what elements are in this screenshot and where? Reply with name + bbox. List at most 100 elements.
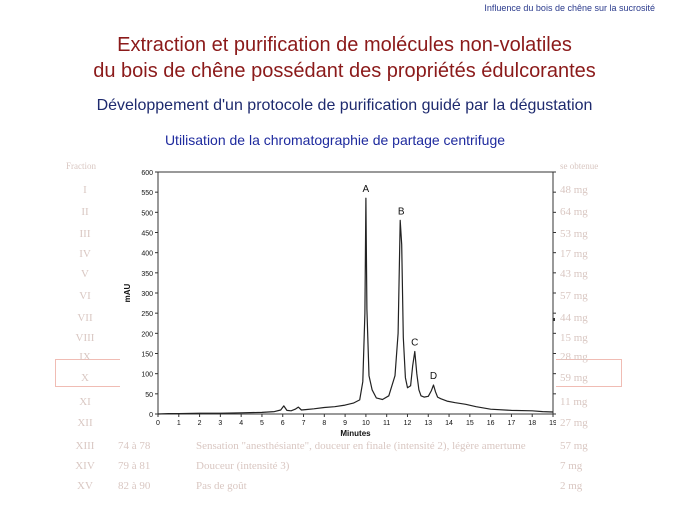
x-tick-label: 8 [322, 420, 326, 427]
faded-table-cell-num: XV [77, 480, 93, 492]
faded-table-row: IX 28 mg [0, 351, 689, 367]
peak-label-c: C [411, 337, 418, 348]
x-tick-label: 10 [362, 420, 370, 427]
x-tick-label: 16 [487, 420, 495, 427]
faded-table-cell-mass: 57 mg [560, 290, 588, 302]
peak-label-d: D [430, 371, 437, 382]
faded-table-cell-num: IX [79, 351, 91, 363]
faded-table-row: IV 17 mg [0, 248, 689, 264]
y-tick-label: 600 [141, 170, 153, 177]
x-tick-label: 0 [156, 420, 160, 427]
faded-table-cell-fr: 79 à 81 [118, 460, 151, 472]
faded-table-cell-mass: 17 mg [560, 248, 588, 260]
slide-subtitle: Développement d'un protocole de purifica… [96, 97, 593, 114]
faded-table-cell-mass: 43 mg [560, 268, 588, 280]
x-tick-label: 5 [260, 420, 264, 427]
x-tick-label: 13 [424, 420, 432, 427]
faded-table-row: XV 82 à 90 Pas de goût 2 mg [0, 480, 689, 496]
faded-table-row: XIII 74 à 78 Sensation "anesthésiante", do… [0, 440, 689, 456]
faded-fraction-table: Fraction se obtenue I 48 mg II 64 mg III 53 m… [0, 160, 689, 492]
y-axis-label: mAU [123, 283, 132, 302]
faded-table-cell-mass: 64 mg [560, 206, 588, 218]
x-tick-label: 12 [404, 420, 412, 427]
slide-title-line-1: Extraction et purification de molécules … [117, 34, 572, 56]
faded-table-cell-num: III [79, 228, 91, 240]
peak-label-a: A [363, 184, 370, 195]
faded-table-cell-num: XII [77, 417, 93, 429]
faded-table-cell-mass: 48 mg [560, 184, 588, 196]
y-tick-label: 250 [141, 311, 153, 318]
x-axis-label: Minutes [340, 429, 371, 438]
faded-table-cell-num: VIII [75, 332, 95, 344]
x-tick-label: 4 [239, 420, 243, 427]
x-tick-label: 18 [528, 420, 536, 427]
faded-table-cell-mass: 27 mg [560, 417, 588, 429]
faded-table-cell-num: VII [77, 312, 93, 324]
chromatogram-trace [157, 197, 554, 415]
faded-table-cell-desc: Pas de goût [196, 480, 247, 492]
faded-table-cell-num: IV [79, 248, 91, 260]
y-tick-label: 200 [141, 331, 153, 338]
peak-label-b: B [398, 206, 405, 217]
faded-table-row: XIV 79 à 81 Douceur (intensité 3) 7 mg [0, 460, 689, 476]
y-tick-label: 300 [141, 291, 153, 298]
faded-table-cell-mass: 59 mg [560, 372, 588, 384]
faded-table-cell-num: V [81, 268, 89, 280]
faded-table-row: VIII 15 mg [0, 332, 689, 348]
x-tick-label: 19 [549, 420, 556, 427]
faded-table-cell-mass: 7 mg [560, 460, 583, 472]
y-tick-label: 0 [149, 412, 153, 419]
faded-table-cell-num: I [83, 184, 87, 196]
faded-table-cell-fr: 82 à 90 [118, 480, 151, 492]
faded-table-row: XI 11 mg [0, 396, 689, 412]
x-tick-label: 15 [466, 420, 474, 427]
faded-table-row: VI 57 mg [0, 290, 689, 306]
faded-table-header-right: se obtenue [560, 161, 599, 171]
faded-table-row: VII 44 mg [0, 312, 689, 328]
faded-table-header-left: Fraction [66, 161, 96, 171]
x-tick-label: 3 [218, 420, 222, 427]
x-tick-label: 2 [198, 420, 202, 427]
x-tick-label: 17 [508, 420, 516, 427]
plot-frame [157, 171, 554, 415]
y-tick-label: 150 [141, 352, 153, 359]
slide-edge-mark [553, 318, 555, 321]
faded-table-cell-num: XIV [75, 460, 95, 472]
x-tick-label: 1 [177, 420, 181, 427]
faded-table-cell-mass: 2 mg [560, 480, 583, 492]
x-tick-label: 6 [281, 420, 285, 427]
y-tick-label: 350 [141, 271, 153, 278]
faded-table-cell-desc: Douceur (intensité 3) [196, 460, 290, 472]
slide-header-note: Influence du bois de chêne sur la sucros… [484, 3, 655, 13]
chromatogram-panel: 0 50 100 150 200 250 300 350 400 450 500 550 600 0 1 2 3… [120, 166, 557, 440]
x-tick-label: 14 [445, 420, 453, 427]
faded-table-cell-desc: Sensation "anesthésiante", douceur en fi… [196, 440, 526, 452]
faded-table-row: XII 27 mg [0, 417, 689, 433]
y-tick-label: 400 [141, 251, 153, 258]
faded-table-row: X 59 mg [0, 372, 689, 388]
x-tick-label: 11 [383, 420, 390, 427]
faded-table-cell-mass: 11 mg [560, 396, 588, 408]
faded-table-cell-mass: 57 mg [560, 440, 588, 452]
y-tick-label: 550 [141, 190, 153, 197]
faded-table-cell-num: X [81, 372, 89, 384]
faded-table-row: II 64 mg [0, 206, 689, 222]
faded-table-row: III 53 mg [0, 228, 689, 244]
faded-table-cell-num: VI [79, 290, 91, 302]
faded-table-row: V 43 mg [0, 268, 689, 284]
faded-table-cell-fr: 74 à 78 [118, 440, 151, 452]
faded-table-row: I 48 mg [0, 184, 689, 200]
slide-subtitle-2: Utilisation de la chromatographie de par… [164, 132, 506, 148]
faded-table-cell-mass: 15 mg [560, 332, 588, 344]
x-tick-label: 7 [302, 420, 306, 427]
y-tick-label: 500 [141, 210, 153, 217]
faded-table-cell-mass: 28 mg [560, 351, 588, 363]
y-tick-label: 50 [145, 392, 153, 399]
x-tick-label: 9 [343, 420, 347, 427]
faded-table-cell-num: II [81, 206, 89, 218]
faded-table-cell-mass: 44 mg [560, 312, 588, 324]
y-tick-label: 100 [141, 372, 153, 379]
faded-table-cell-mass: 53 mg [560, 228, 588, 240]
slide-title-line-2: du bois de chêne possédant des propriété… [93, 60, 596, 82]
